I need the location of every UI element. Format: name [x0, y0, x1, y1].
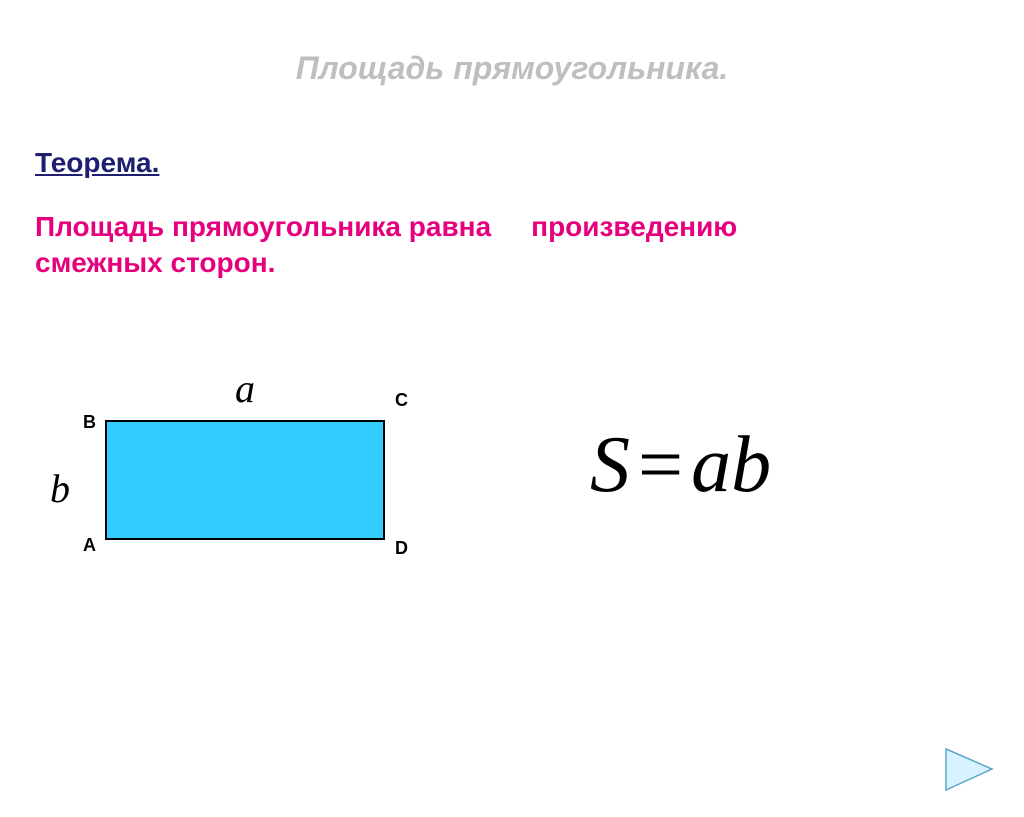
- side-label-b: b: [50, 465, 70, 512]
- next-icon: [944, 747, 994, 792]
- vertex-C: C: [395, 390, 408, 411]
- next-button[interactable]: [944, 747, 994, 792]
- page-title: Площадь прямоугольника.: [0, 50, 1024, 87]
- theorem-text: Площадь прямоугольника равна произведению…: [35, 209, 1024, 282]
- side-label-a: a: [235, 365, 255, 412]
- formula-eq: =: [638, 421, 683, 509]
- vertex-A: A: [83, 535, 96, 556]
- theorem-line1-part2: произведению: [531, 211, 737, 242]
- vertex-B: B: [83, 412, 96, 433]
- formula-lhs: S: [590, 421, 630, 509]
- rectangle-shape: [105, 420, 385, 540]
- rectangle-diagram: a b B A C D: [105, 420, 385, 540]
- vertex-D: D: [395, 538, 408, 559]
- theorem-line1-part1: Площадь прямоугольника равна: [35, 211, 491, 242]
- area-formula: S=ab: [590, 420, 771, 511]
- theorem-label: Теорема.: [35, 147, 1024, 179]
- formula-rhs: ab: [691, 421, 771, 509]
- theorem-line2: смежных сторон.: [35, 247, 275, 278]
